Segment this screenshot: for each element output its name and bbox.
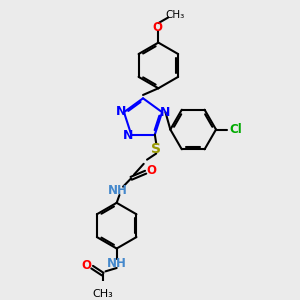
Text: CH₃: CH₃ (92, 290, 113, 299)
Text: NH: NH (108, 184, 128, 197)
Text: Cl: Cl (229, 123, 242, 136)
Text: O: O (153, 21, 163, 34)
Text: NH: NH (107, 257, 127, 270)
Text: CH₃: CH₃ (165, 10, 185, 20)
Text: N: N (160, 106, 170, 119)
Text: O: O (81, 259, 91, 272)
Text: N: N (116, 105, 126, 118)
Text: S: S (151, 142, 161, 155)
Text: N: N (123, 129, 133, 142)
Text: O: O (147, 164, 157, 177)
